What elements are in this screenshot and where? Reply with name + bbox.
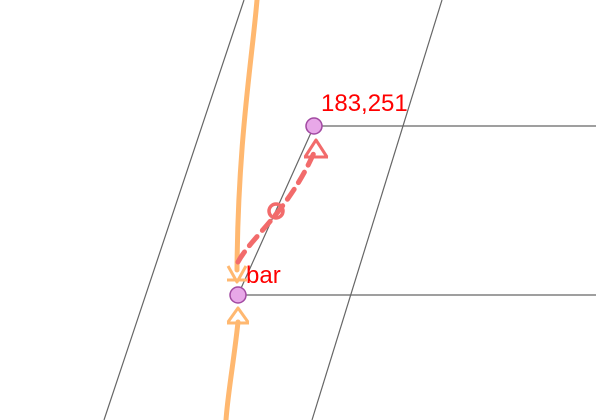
bottom-node-label: bar [246,262,281,289]
top-node-label: 183,251 [321,90,408,117]
guide-lines [103,0,596,420]
chevron-down-arrow-icon [226,265,248,284]
chevron-up-arrow-icon [226,306,250,325]
left-diagonal-line [103,0,245,420]
right-diagonal-line [311,0,443,420]
red-arrow-head-icon [303,138,329,159]
red-dashed-curve[interactable] [235,145,319,265]
orange-path-group [223,0,260,420]
top-node-handle[interactable] [305,117,323,135]
red-dashed-group [235,138,329,265]
ring-marker-icon[interactable] [267,202,285,220]
bottom-node-handle[interactable] [229,286,247,304]
orange-path-lower[interactable] [223,319,241,420]
orange-path-upper[interactable] [234,0,260,273]
